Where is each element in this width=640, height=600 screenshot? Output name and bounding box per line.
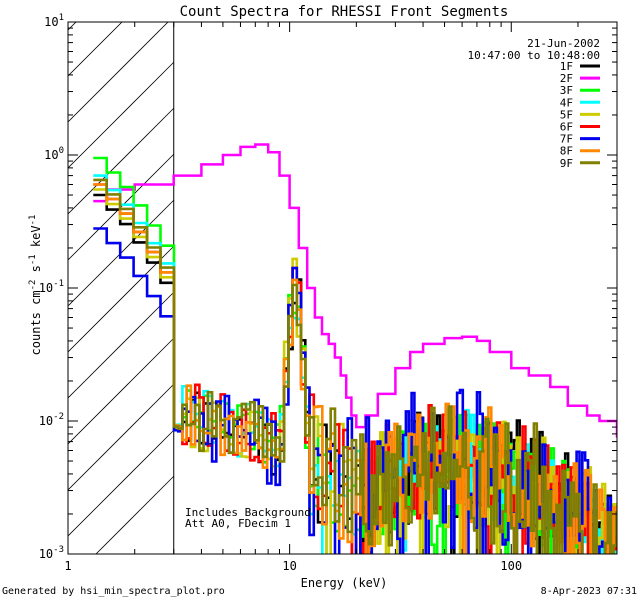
legend-label-4f: 4F [560,96,573,109]
series-2f [93,143,617,438]
legend-label-8f: 8F [560,145,573,158]
series-9f [93,178,617,554]
y-tick-label: 101 [44,13,64,29]
chart-title: Count Spectra for RHESSI Front Segments [180,4,509,20]
legend-label-9f: 9F [560,157,573,170]
y-tick-label: 10-2 [39,412,64,428]
hatch-line [68,61,175,169]
hatch-line [68,291,175,399]
y-tick-label: 100 [44,146,64,162]
y-tick-label: 10-1 [39,279,64,295]
legend-time-range: 10:47:00 to 10:48:00 [468,49,600,62]
legend-label-3f: 3F [560,84,573,97]
y-tick-label: 10-3 [39,545,64,561]
y-axis-label: counts cm-2 s-1 keV-1 [28,215,43,356]
legend-label-2f: 2F [560,72,573,85]
hatch-line [95,475,175,554]
x-tick-label: 100 [500,559,522,573]
spectra-series [93,143,617,554]
hatch-line [68,429,175,537]
series-6f [93,183,617,554]
hatch-line [68,107,175,215]
axis-ticks: 1 10 100 10-3 10-2 10-1 100 101 [39,13,618,573]
legend-label-7f: 7F [560,133,573,146]
x-tick-label: 10 [282,559,296,573]
footer-generated-by: Generated by hsi_min_spectra_plot.pro [2,586,225,597]
annotation-background: Includes Background [185,506,311,519]
legend-label-6f: 6F [560,121,573,134]
x-axis-label: Energy (keV) [301,576,388,590]
x-tick-label: 1 [64,559,71,573]
hatch-line [68,383,175,491]
hatch-line [68,22,169,123]
annotation-attenuator: Att A0, FDecim 1 [185,517,291,530]
legend-label-1f: 1F [560,60,573,73]
hatch-line [68,22,123,77]
footer-timestamp: 8-Apr-2023 07:31 [541,586,637,597]
legend-label-5f: 5F [560,108,573,121]
hatch-line [68,337,175,445]
legend-date: 21-Jun-2002 [527,37,600,50]
